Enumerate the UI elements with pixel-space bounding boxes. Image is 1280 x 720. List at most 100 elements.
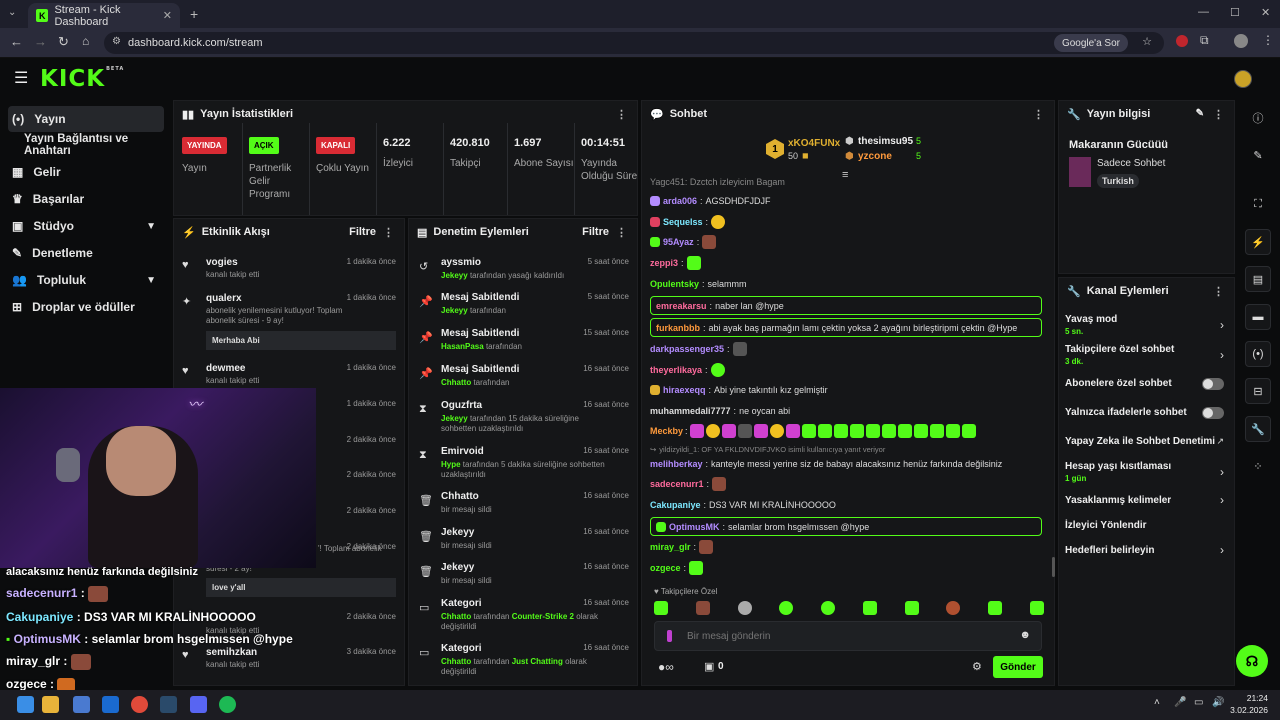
back-icon[interactable]: ← xyxy=(10,34,23,49)
moderation-header: ▤ Denetim Eylemleri Filtre ⋮ xyxy=(417,226,627,239)
stream-signal-icon[interactable]: (•) xyxy=(1245,341,1271,367)
sidebar-item-revenue[interactable]: ▦ Gelir xyxy=(12,165,61,179)
emote-icon[interactable] xyxy=(862,601,877,615)
info-menu-icon[interactable]: ⋮ xyxy=(1213,108,1224,121)
layout-icon[interactable]: ⊟ xyxy=(1245,378,1271,404)
channel-actions-menu-icon[interactable]: ⋮ xyxy=(1213,285,1224,298)
action-banned-words[interactable]: Yasaklanmış kelimeler › xyxy=(1065,493,1224,507)
close-tab-icon[interactable]: ✕ xyxy=(162,10,172,22)
emote-icon[interactable] xyxy=(695,601,710,615)
sidebar-item-achievements[interactable]: ♛ Başarılar xyxy=(12,192,85,206)
emote-icon[interactable] xyxy=(654,601,668,615)
hamburger-menu-icon[interactable]: ☰ xyxy=(14,70,29,87)
sidebar-item-stream-key[interactable]: Yayın Bağlantısı ve Anahtarı xyxy=(24,133,129,157)
sidebar-item-studio[interactable]: ▣ Stüdyo ▼ xyxy=(12,219,156,233)
action-ai-moderation[interactable]: Yapay Zeka ile Sohbet Denetimi ↗ xyxy=(1065,436,1224,447)
kick-logo[interactable]: KICKBETA xyxy=(40,66,125,92)
sidebar-item-community[interactable]: 👥 Topluluk ▼ xyxy=(12,273,156,287)
activity-filter-button[interactable]: Filtre xyxy=(349,226,376,238)
notes-icon[interactable]: ▤ xyxy=(1245,266,1271,292)
chat-menu-icon[interactable]: ⋮ xyxy=(1033,108,1044,121)
category-name[interactable]: Sadece Sohbet xyxy=(1097,158,1166,169)
chrome-icon[interactable] xyxy=(131,696,148,713)
emoji-picker-icon[interactable]: ☻ xyxy=(1019,629,1031,641)
emote-icon[interactable] xyxy=(1029,601,1044,615)
activity-menu-icon[interactable]: ⋮ xyxy=(383,226,394,239)
action-subscribers-only[interactable]: Abonelere özel sohbet xyxy=(1059,376,1236,394)
profile-avatar[interactable] xyxy=(1234,34,1248,48)
leaderboard-second-name[interactable]: thesimsu95 xyxy=(858,136,914,147)
extension-icon[interactable] xyxy=(1176,35,1188,47)
quick-action-bolt-icon[interactable]: ⚡ xyxy=(1245,229,1271,255)
emote-icon[interactable] xyxy=(988,601,1003,615)
moderation-filter-button[interactable]: Filtre xyxy=(582,226,609,238)
site-info-icon[interactable]: ⚙ xyxy=(112,36,121,47)
volume-icon[interactable]: 🔊 xyxy=(1212,697,1225,708)
store-icon[interactable] xyxy=(73,696,90,713)
home-icon[interactable]: ⌂ xyxy=(82,34,90,48)
stream-stats-panel: ▮▮ Yayın İstatistikleri ⋮ YAYINDA Yayın AÇI… xyxy=(173,100,638,216)
leaderboard-third-name[interactable]: yzcone xyxy=(858,151,892,162)
reload-icon[interactable]: ↻ xyxy=(58,34,69,49)
action-set-goals[interactable]: Hedefleri belirleyin › xyxy=(1065,543,1224,557)
info-icon[interactable]: ⓘ xyxy=(1252,113,1264,125)
tools-icon[interactable]: 🔧 xyxy=(1245,416,1271,442)
activity-item: '! Toplam abonelik süresi - 2 ay! love y'a… xyxy=(182,542,396,598)
send-button[interactable]: Gönder xyxy=(993,656,1043,678)
edit-icon[interactable]: ✎ xyxy=(1253,149,1263,162)
leaderboard-first-name[interactable]: xKO4FUNx xyxy=(788,138,841,149)
sidebar-item-moderation[interactable]: ✎ Denetleme xyxy=(12,246,93,260)
file-explorer-icon[interactable] xyxy=(42,696,59,713)
gift-box-icon[interactable]: ▣ xyxy=(704,661,715,673)
fullscreen-icon[interactable]: ⛶ xyxy=(1254,197,1262,210)
emote-only-toggle[interactable] xyxy=(1202,407,1224,419)
google-ask-button[interactable]: Google'a Sor xyxy=(1053,34,1128,52)
action-emote-only[interactable]: Yalnızca ifadelerle sohbet xyxy=(1059,405,1236,423)
taskbar-clock[interactable]: 21:24 xyxy=(1246,693,1268,703)
network-icon[interactable]: ▭ xyxy=(1194,697,1204,708)
browser-tab[interactable]: K Stream - Kick Dashboard ✕ xyxy=(28,3,180,28)
maximize-icon[interactable]: ☐ xyxy=(1230,7,1240,19)
chat-settings-gear-icon[interactable]: ⚙ xyxy=(972,661,982,673)
browser-menu-icon[interactable]: ⋮ xyxy=(1262,33,1274,47)
points-icon[interactable]: ●∞ xyxy=(658,660,674,674)
start-windows-icon[interactable] xyxy=(17,696,34,713)
emote-icon[interactable] xyxy=(821,601,836,615)
action-account-age[interactable]: Hesap yaşı kısıtlaması 1 gün › xyxy=(1065,461,1224,483)
forward-icon[interactable]: → xyxy=(34,34,47,49)
emote-icon[interactable] xyxy=(904,601,919,615)
action-followers-only[interactable]: Takipçilere özel sohbet 3 dk. › xyxy=(1065,344,1224,366)
spotify-icon[interactable] xyxy=(219,696,236,713)
support-headset-icon[interactable]: ☊ xyxy=(1236,645,1268,677)
bookmark-star-icon[interactable]: ☆ xyxy=(1142,36,1152,48)
new-tab-icon[interactable]: + xyxy=(190,6,199,22)
outlook-icon[interactable] xyxy=(102,696,119,713)
chat-scrollbar[interactable] xyxy=(1052,557,1055,577)
user-avatar[interactable] xyxy=(1234,70,1252,88)
minimize-icon[interactable]: — xyxy=(1198,6,1209,18)
expand-icon[interactable]: ≡ xyxy=(842,169,849,181)
sidebar-item-drops[interactable]: ⊞ Droplar ve ödüller xyxy=(12,300,135,314)
edit-pencil-icon[interactable]: ✎ xyxy=(1195,108,1204,119)
more-dots-icon[interactable]: ⁘ xyxy=(1253,460,1263,473)
subscribers-only-toggle[interactable] xyxy=(1202,378,1224,390)
action-raid[interactable]: İzleyici Yönlendir xyxy=(1065,520,1147,531)
url-field[interactable]: ⚙ dashboard.kick.com/stream Google'a Sor… xyxy=(104,32,1164,54)
emote-icon[interactable] xyxy=(946,601,961,615)
action-slow-mode[interactable]: Yavaş mod 5 sn. › xyxy=(1065,314,1224,336)
close-window-icon[interactable]: ✕ xyxy=(1261,7,1271,19)
extensions-puzzle-icon[interactable]: ⧉ xyxy=(1200,33,1209,47)
stats-menu-icon[interactable]: ⋮ xyxy=(616,108,627,121)
steam-icon[interactable] xyxy=(160,696,177,713)
tray-chevron-icon[interactable]: ˄ xyxy=(1154,697,1160,708)
discord-icon[interactable] xyxy=(190,696,207,713)
chat-toggle-icon[interactable]: ▬ xyxy=(1245,304,1271,330)
microphone-icon[interactable]: 🎤 xyxy=(1174,697,1187,708)
emote-icon[interactable] xyxy=(737,601,752,615)
chat-input-box[interactable]: ☻ xyxy=(654,621,1042,651)
emote-icon[interactable] xyxy=(779,601,794,615)
tab-search-icon[interactable]: ⌄ xyxy=(8,7,17,18)
chat-input[interactable] xyxy=(687,628,987,644)
moderation-menu-icon[interactable]: ⋮ xyxy=(616,226,627,239)
sidebar-item-stream[interactable]: (•) Yayın xyxy=(8,106,164,132)
